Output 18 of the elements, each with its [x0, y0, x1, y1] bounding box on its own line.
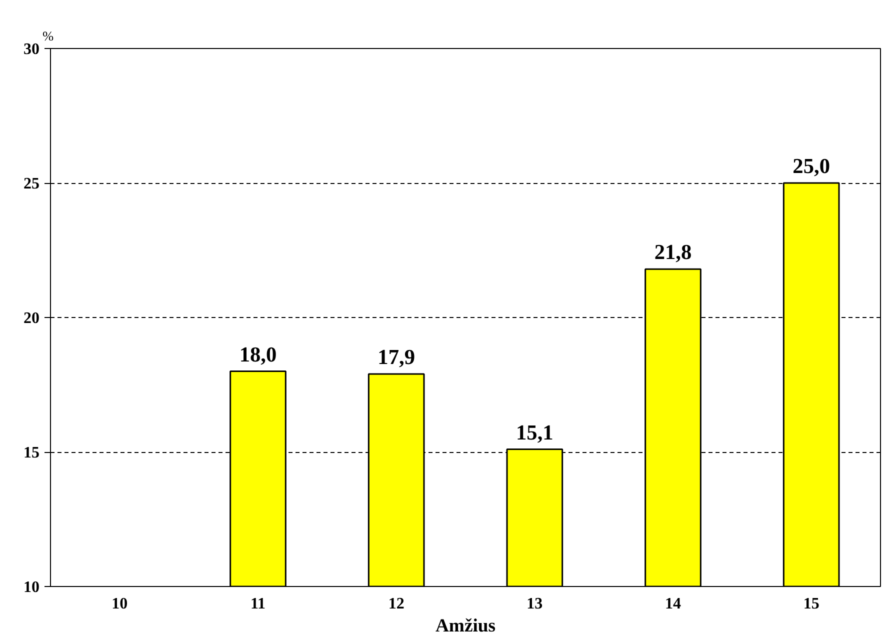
y-tick-label: 10 [24, 579, 40, 596]
y-axis-title: % [42, 28, 54, 44]
x-tick-label: 15 [803, 596, 820, 612]
y-tick-label: 15 [24, 444, 40, 462]
x-tick-label: 11 [250, 596, 266, 612]
y-tick-label: 30 [24, 41, 40, 58]
x-axis-title: Amžius [435, 616, 496, 636]
data-label: 21,8 [654, 240, 692, 264]
data-label: 25,0 [792, 154, 830, 178]
y-tick-label: 20 [24, 310, 40, 327]
y-tick-label: 25 [24, 176, 40, 192]
x-tick-label: 10 [112, 596, 128, 612]
data-label: 15,1 [516, 420, 554, 444]
data-label: 18,0 [239, 342, 277, 366]
x-tick-label: 14 [665, 596, 681, 612]
x-tick-label: 13 [526, 596, 543, 612]
x-tick-label: 12 [388, 596, 404, 612]
data-label: 17,9 [378, 344, 415, 369]
